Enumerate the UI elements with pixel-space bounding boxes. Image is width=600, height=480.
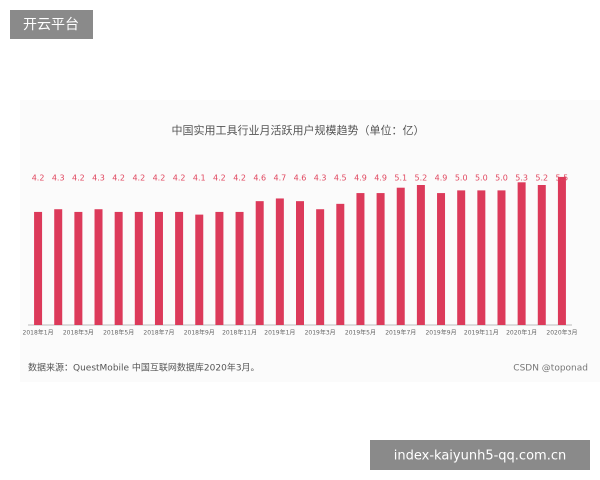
- value-label: 4.2: [132, 174, 145, 183]
- x-tick-label: 2018年3月: [63, 329, 94, 337]
- x-tick-label: 2020年1月: [506, 329, 537, 337]
- value-label: 4.9: [435, 174, 448, 183]
- bar: [416, 185, 425, 325]
- bar: [497, 190, 506, 325]
- bar: [154, 211, 163, 325]
- value-label: 4.9: [354, 174, 367, 183]
- x-tick-label: 2019年9月: [425, 329, 456, 337]
- value-label: 5.5: [556, 174, 569, 183]
- bar: [175, 211, 184, 325]
- value-label: 4.3: [314, 174, 327, 183]
- value-label: 4.2: [112, 174, 125, 183]
- value-label: 4.5: [334, 174, 347, 183]
- bar: [537, 185, 546, 325]
- chart-title: 中国实用工具行业月活跃用户规模趋势（单位：亿）: [172, 123, 425, 137]
- bar: [235, 211, 244, 325]
- value-label: 4.2: [32, 174, 45, 183]
- x-tick-label: 2019年1月: [264, 329, 295, 337]
- source: 数据来源：QuestMobile 中国互联网数据库2020年3月。: [28, 362, 260, 374]
- bar: [255, 201, 264, 325]
- bar: [396, 187, 405, 325]
- value-label: 5.0: [475, 174, 488, 183]
- x-tick-label: 2018年11月: [222, 329, 257, 337]
- bar: [195, 214, 204, 325]
- bar: [517, 182, 526, 325]
- bar: [296, 201, 304, 325]
- value-label: 4.2: [233, 174, 246, 183]
- value-label: 5.3: [515, 174, 528, 183]
- watermark: index-kaiyunh5-qq.com.cn: [394, 449, 566, 464]
- bar: [54, 209, 63, 325]
- x-tick-label: 2019年11月: [464, 329, 499, 337]
- bar: [94, 209, 103, 325]
- value-label: 4.6: [294, 174, 307, 183]
- value-label: 5.2: [415, 174, 428, 183]
- bar: [74, 211, 83, 325]
- value-label: 4.7: [273, 174, 286, 183]
- bar: [356, 193, 365, 325]
- chart-panel: [20, 100, 600, 382]
- value-label: 4.2: [153, 174, 166, 183]
- bar: [215, 211, 224, 325]
- bar: [134, 211, 143, 325]
- bar: [477, 190, 486, 325]
- credit: CSDN @toponad: [513, 364, 588, 374]
- value-label: 4.2: [213, 174, 226, 183]
- x-tick-label: 2020年3月: [546, 329, 577, 337]
- value-label: 4.3: [92, 174, 105, 183]
- watermark-bg: [370, 440, 590, 470]
- badge-bg: [10, 10, 93, 39]
- x-tick-label: 2019年5月: [345, 329, 376, 337]
- x-tick-label: 2018年1月: [23, 329, 54, 337]
- bar: [557, 176, 566, 325]
- x-tick-label: 2019年3月: [305, 329, 336, 337]
- bar: [457, 190, 466, 325]
- x-tick-label: 2019年7月: [385, 329, 416, 337]
- value-label: 5.2: [535, 174, 548, 183]
- value-label: 5.0: [495, 174, 508, 183]
- badge: 开云平台: [23, 17, 79, 33]
- bar: [34, 211, 43, 325]
- x-tick-label: 2018年7月: [143, 329, 174, 337]
- bar: [114, 211, 123, 325]
- x-tick-label: 2018年5月: [103, 329, 134, 337]
- bar: [336, 203, 345, 325]
- bar: [437, 193, 446, 325]
- x-tick-label: 2018年9月: [184, 329, 215, 337]
- value-label: 4.2: [173, 174, 186, 183]
- value-label: 4.3: [52, 174, 65, 183]
- value-label: 4.2: [72, 174, 85, 183]
- value-label: 4.1: [193, 174, 206, 183]
- bar: [376, 193, 385, 325]
- value-label: 4.9: [374, 174, 387, 183]
- value-label: 5.1: [394, 174, 407, 183]
- value-label: 5.0: [455, 174, 468, 183]
- bar: [316, 209, 325, 325]
- value-label: 4.6: [253, 174, 266, 183]
- bar: [275, 198, 284, 325]
